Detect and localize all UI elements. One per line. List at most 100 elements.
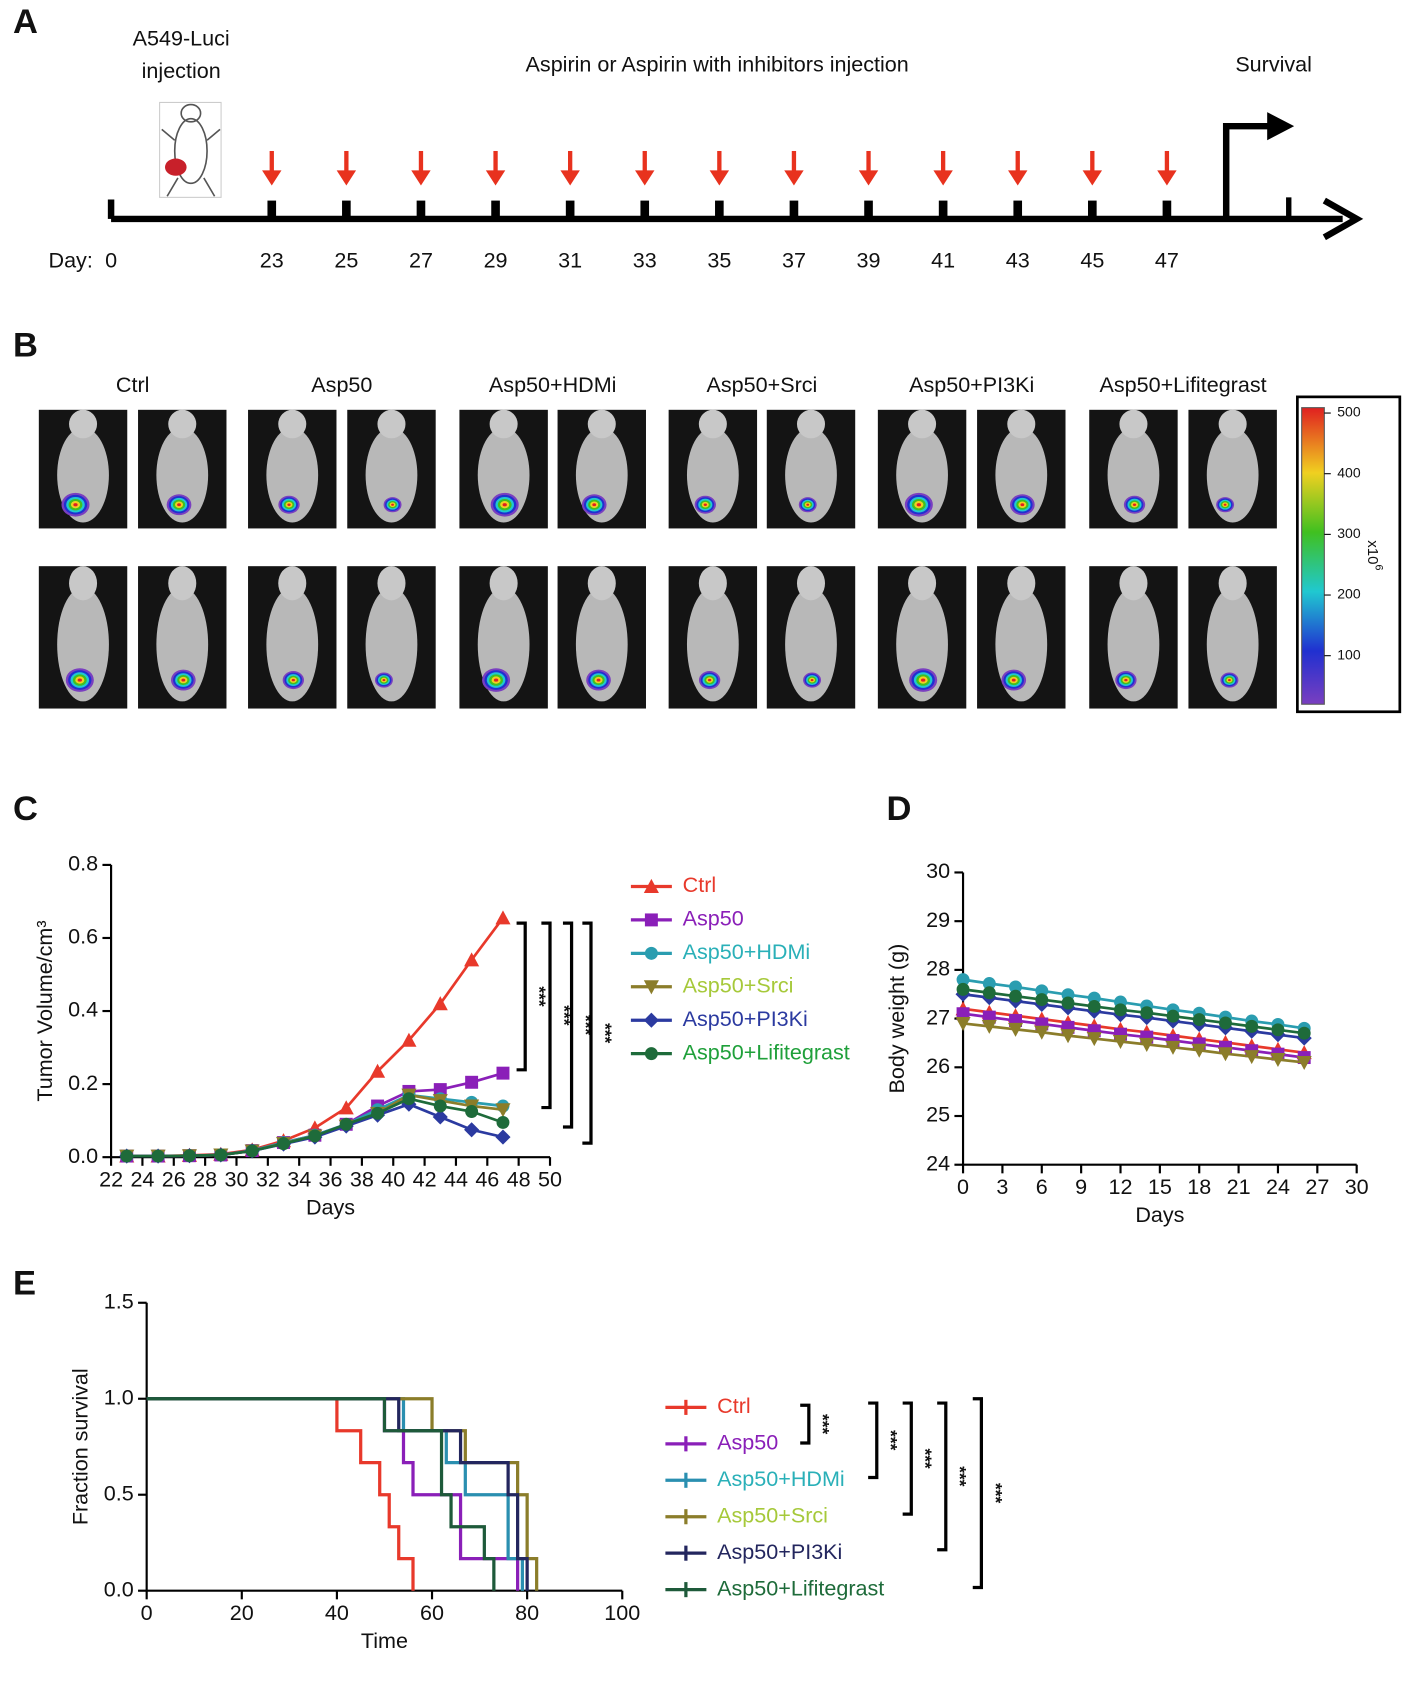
mouse-image (668, 409, 758, 529)
x-tick-label: 48 (507, 1167, 531, 1192)
y-tick-label: 1.5 (104, 1288, 134, 1313)
x-tick-label: 12 (1109, 1174, 1133, 1199)
significance-bracket (972, 1397, 984, 1590)
x-tick-label: 30 (225, 1167, 249, 1192)
signal-blob (1124, 678, 1128, 682)
y-tick-label: 0.2 (68, 1070, 98, 1095)
y-tick-label: 0.6 (68, 924, 98, 949)
marker (308, 1129, 322, 1143)
survival-curve (146, 1397, 539, 1591)
group-label: Asp50+Lifitegrast (1100, 372, 1267, 397)
significance-bracket (516, 921, 527, 1072)
mouse-head (587, 409, 616, 439)
mouse-body (686, 587, 739, 702)
day-label: 47 (1155, 248, 1179, 273)
significance-bracket (562, 921, 574, 1129)
significance-bracket (868, 1401, 879, 1480)
mouse-head (698, 409, 727, 439)
marker (1007, 1022, 1024, 1037)
colorbar-tick-label: 400 (1337, 464, 1361, 480)
x-tick-label: 44 (444, 1167, 468, 1192)
mouse-head (377, 409, 406, 439)
marker (644, 913, 658, 927)
marker (1009, 989, 1023, 1003)
mouse-head (1119, 409, 1148, 439)
signal-blob (806, 503, 810, 506)
mouse-head (278, 409, 307, 439)
x-tick-label: 80 (515, 1600, 539, 1625)
marker (432, 1109, 448, 1125)
legend-label: Asp50+HDMi (717, 1466, 845, 1491)
legend-label: Asp50 (717, 1430, 778, 1455)
significance-label: *** (950, 1466, 970, 1486)
significance-bracket (800, 1403, 811, 1445)
marker (1217, 1047, 1234, 1062)
marker (1166, 1009, 1180, 1023)
signal-blob (596, 678, 601, 682)
significance-bracket (937, 1401, 948, 1552)
group-label: Ctrl (116, 372, 150, 397)
y-tick-label: 0.5 (104, 1480, 134, 1505)
signal-blob (1132, 503, 1137, 506)
legend-label: Asp50 (683, 906, 744, 931)
marker (1219, 1016, 1232, 1030)
day-tick (1088, 200, 1097, 219)
survival-curve (146, 1397, 496, 1591)
colorbar-tick-label: 300 (1337, 525, 1361, 541)
day-tick (565, 200, 575, 219)
x-tick-label: 40 (381, 1167, 405, 1192)
signal-blob (177, 503, 181, 507)
day-label: 35 (707, 248, 731, 273)
group-label: Asp50+HDMi (489, 372, 617, 397)
mouse-head (1218, 409, 1247, 439)
x-tick-label: 50 (538, 1167, 562, 1192)
signal-blob (1228, 679, 1231, 682)
day-label: 25 (334, 248, 358, 273)
marker (1165, 1040, 1181, 1055)
legend-label: Asp50+Srci (683, 972, 794, 997)
marker (277, 1137, 290, 1151)
signal-blob (391, 503, 394, 506)
day-label: 23 (260, 248, 284, 273)
mouse-head (69, 409, 98, 439)
mouse-head (1007, 566, 1036, 601)
marker (643, 1012, 659, 1028)
injection-arrowhead (1157, 170, 1177, 186)
marker (1114, 1003, 1127, 1017)
marker (496, 1066, 510, 1080)
x-tick-label: 27 (1305, 1174, 1329, 1199)
marker (214, 1148, 228, 1162)
mouse-image (766, 566, 856, 709)
mouse-image (248, 566, 337, 709)
day-tick (938, 200, 948, 219)
mouse-head (1218, 566, 1247, 601)
mouse-head (1007, 409, 1036, 439)
marker (464, 952, 480, 967)
x-tick-label: 46 (475, 1167, 499, 1192)
x-axis-label: Days (1135, 1202, 1184, 1227)
signal-blob (707, 678, 712, 682)
x-tick-label: 34 (287, 1167, 311, 1192)
injection-arrowhead (933, 170, 953, 186)
marker (1060, 1029, 1076, 1044)
marker (1192, 1013, 1206, 1027)
mouse-body (785, 427, 837, 523)
marker (370, 1063, 386, 1078)
injection-arrowhead (1008, 170, 1028, 186)
signal-blob (592, 503, 597, 507)
marker (371, 1106, 385, 1120)
x-tick-label: 30 (1345, 1174, 1369, 1199)
mouse-body (156, 587, 209, 702)
day-tick (491, 200, 500, 219)
mouse-body (575, 587, 628, 702)
marker (644, 1047, 658, 1061)
y-tick-label: 28 (926, 956, 950, 981)
panel-label: D (886, 790, 911, 828)
mouse-image (557, 566, 646, 709)
marker (1009, 980, 1023, 994)
signal-blob (1020, 503, 1025, 507)
marker (433, 1099, 447, 1113)
colorbar-unit: x106 (1364, 540, 1385, 570)
x-tick-label: 22 (99, 1167, 123, 1192)
mouse-body (365, 587, 418, 702)
